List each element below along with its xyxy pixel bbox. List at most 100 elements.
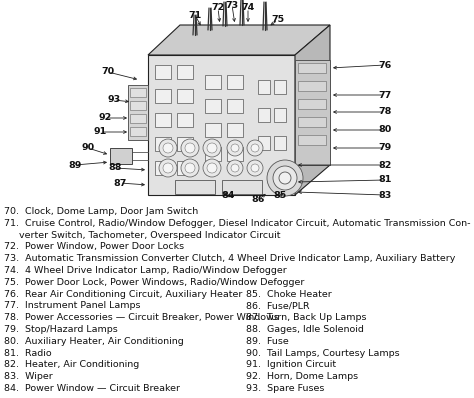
Bar [298,117,326,127]
Text: 79: 79 [378,144,392,152]
Circle shape [207,143,217,153]
Bar [155,113,171,127]
Bar [155,137,171,151]
Bar [298,63,326,73]
Circle shape [267,160,303,196]
Text: 74: 74 [241,4,255,12]
Bar [227,147,243,161]
Text: 70: 70 [101,68,115,76]
Bar [177,137,193,151]
Bar [298,99,326,109]
Text: 77.  Instrument Panel Lamps: 77. Instrument Panel Lamps [4,301,140,310]
Text: 79.  Stop/Hazard Lamps: 79. Stop/Hazard Lamps [4,325,118,334]
Bar [298,81,326,91]
Bar [205,147,221,161]
Text: 73.  Automatic Transmission Converter Clutch, 4 Wheel Drive Indicator Lamp, Auxi: 73. Automatic Transmission Converter Clu… [4,254,456,263]
Bar [177,161,193,175]
Bar [295,60,330,165]
Text: 78.  Power Accessories — Circuit Breaker, Power Windows: 78. Power Accessories — Circuit Breaker,… [4,313,279,322]
Text: 74.  4 Wheel Drive Indicator Lamp, Radio/Window Defogger: 74. 4 Wheel Drive Indicator Lamp, Radio/… [4,266,287,275]
Text: 91.  Ignition Circuit: 91. Ignition Circuit [246,361,336,369]
Bar [227,123,243,137]
Bar [130,88,146,97]
Bar [205,99,221,113]
Circle shape [227,140,243,156]
Bar [258,108,270,122]
Text: 90: 90 [82,144,94,152]
Text: 83.  Wiper: 83. Wiper [4,372,53,381]
Text: 93.  Spare Fuses: 93. Spare Fuses [246,384,324,393]
Circle shape [231,164,239,172]
Bar [205,123,221,137]
Text: 75: 75 [272,16,284,25]
Circle shape [247,140,263,156]
Text: 85: 85 [273,191,287,201]
Text: 93: 93 [108,96,120,105]
Text: 82.  Heater, Air Conditioning: 82. Heater, Air Conditioning [4,361,139,369]
Text: 75.  Power Door Lock, Power Windows, Radio/Window Defogger: 75. Power Door Lock, Power Windows, Radi… [4,278,304,287]
Circle shape [273,166,297,190]
Bar [298,135,326,145]
Text: 81.  Radio: 81. Radio [4,349,52,357]
Text: 86.  Fuse/PLR: 86. Fuse/PLR [246,301,310,310]
Text: 84: 84 [221,191,235,201]
Text: 72.  Power Window, Power Door Locks: 72. Power Window, Power Door Locks [4,242,184,252]
Bar [222,180,262,194]
Bar [155,161,171,175]
Circle shape [159,139,177,157]
Text: 76.  Rear Air Conditioning Circuit, Auxiliary Heater: 76. Rear Air Conditioning Circuit, Auxil… [4,290,242,298]
Text: 84.  Power Window — Circuit Breaker: 84. Power Window — Circuit Breaker [4,384,180,393]
Text: 77: 77 [378,90,392,100]
Circle shape [251,164,259,172]
Bar [110,148,132,164]
Text: 88: 88 [108,164,122,172]
Bar [130,127,146,136]
Circle shape [279,172,291,184]
Text: 80.  Auxiliary Heater, Air Conditioning: 80. Auxiliary Heater, Air Conditioning [4,337,184,346]
Text: verter Switch, Tachometer, Overspeed Indicator Circuit: verter Switch, Tachometer, Overspeed Ind… [4,230,281,240]
Text: 92.  Horn, Dome Lamps: 92. Horn, Dome Lamps [246,372,358,381]
Bar [258,136,270,150]
Polygon shape [148,55,295,195]
Text: 76: 76 [378,60,392,70]
Circle shape [159,159,177,177]
Bar [274,136,286,150]
Bar [205,75,221,89]
Bar [274,108,286,122]
Bar [258,80,270,94]
Bar [155,65,171,79]
Circle shape [163,143,173,153]
Circle shape [181,159,199,177]
Circle shape [207,163,217,173]
Bar [128,85,148,140]
Circle shape [227,160,243,176]
Text: 81: 81 [378,176,392,185]
Text: 89: 89 [68,160,82,170]
Circle shape [163,163,173,173]
Circle shape [185,163,195,173]
Text: 71: 71 [188,10,201,20]
Polygon shape [148,25,330,55]
Text: 70.  Clock, Dome Lamp, Door Jam Switch: 70. Clock, Dome Lamp, Door Jam Switch [4,207,198,216]
Text: 90.  Tail Lamps, Courtesy Lamps: 90. Tail Lamps, Courtesy Lamps [246,349,400,357]
Bar [274,80,286,94]
Text: 83: 83 [378,191,392,199]
Text: 85.  Choke Heater: 85. Choke Heater [246,290,332,298]
Text: 72: 72 [211,4,225,12]
Bar [177,65,193,79]
Text: 80: 80 [378,125,392,135]
Text: 73: 73 [226,0,238,10]
Text: 82: 82 [378,160,392,170]
Circle shape [251,144,259,152]
Polygon shape [295,25,330,195]
Text: 87: 87 [113,178,127,187]
Text: 78: 78 [378,107,392,117]
Bar [175,180,215,194]
Bar [177,113,193,127]
Text: 92: 92 [99,113,111,123]
Circle shape [203,159,221,177]
Bar [177,89,193,103]
Text: 89.  Fuse: 89. Fuse [246,337,289,346]
Bar [155,89,171,103]
Bar [130,114,146,123]
